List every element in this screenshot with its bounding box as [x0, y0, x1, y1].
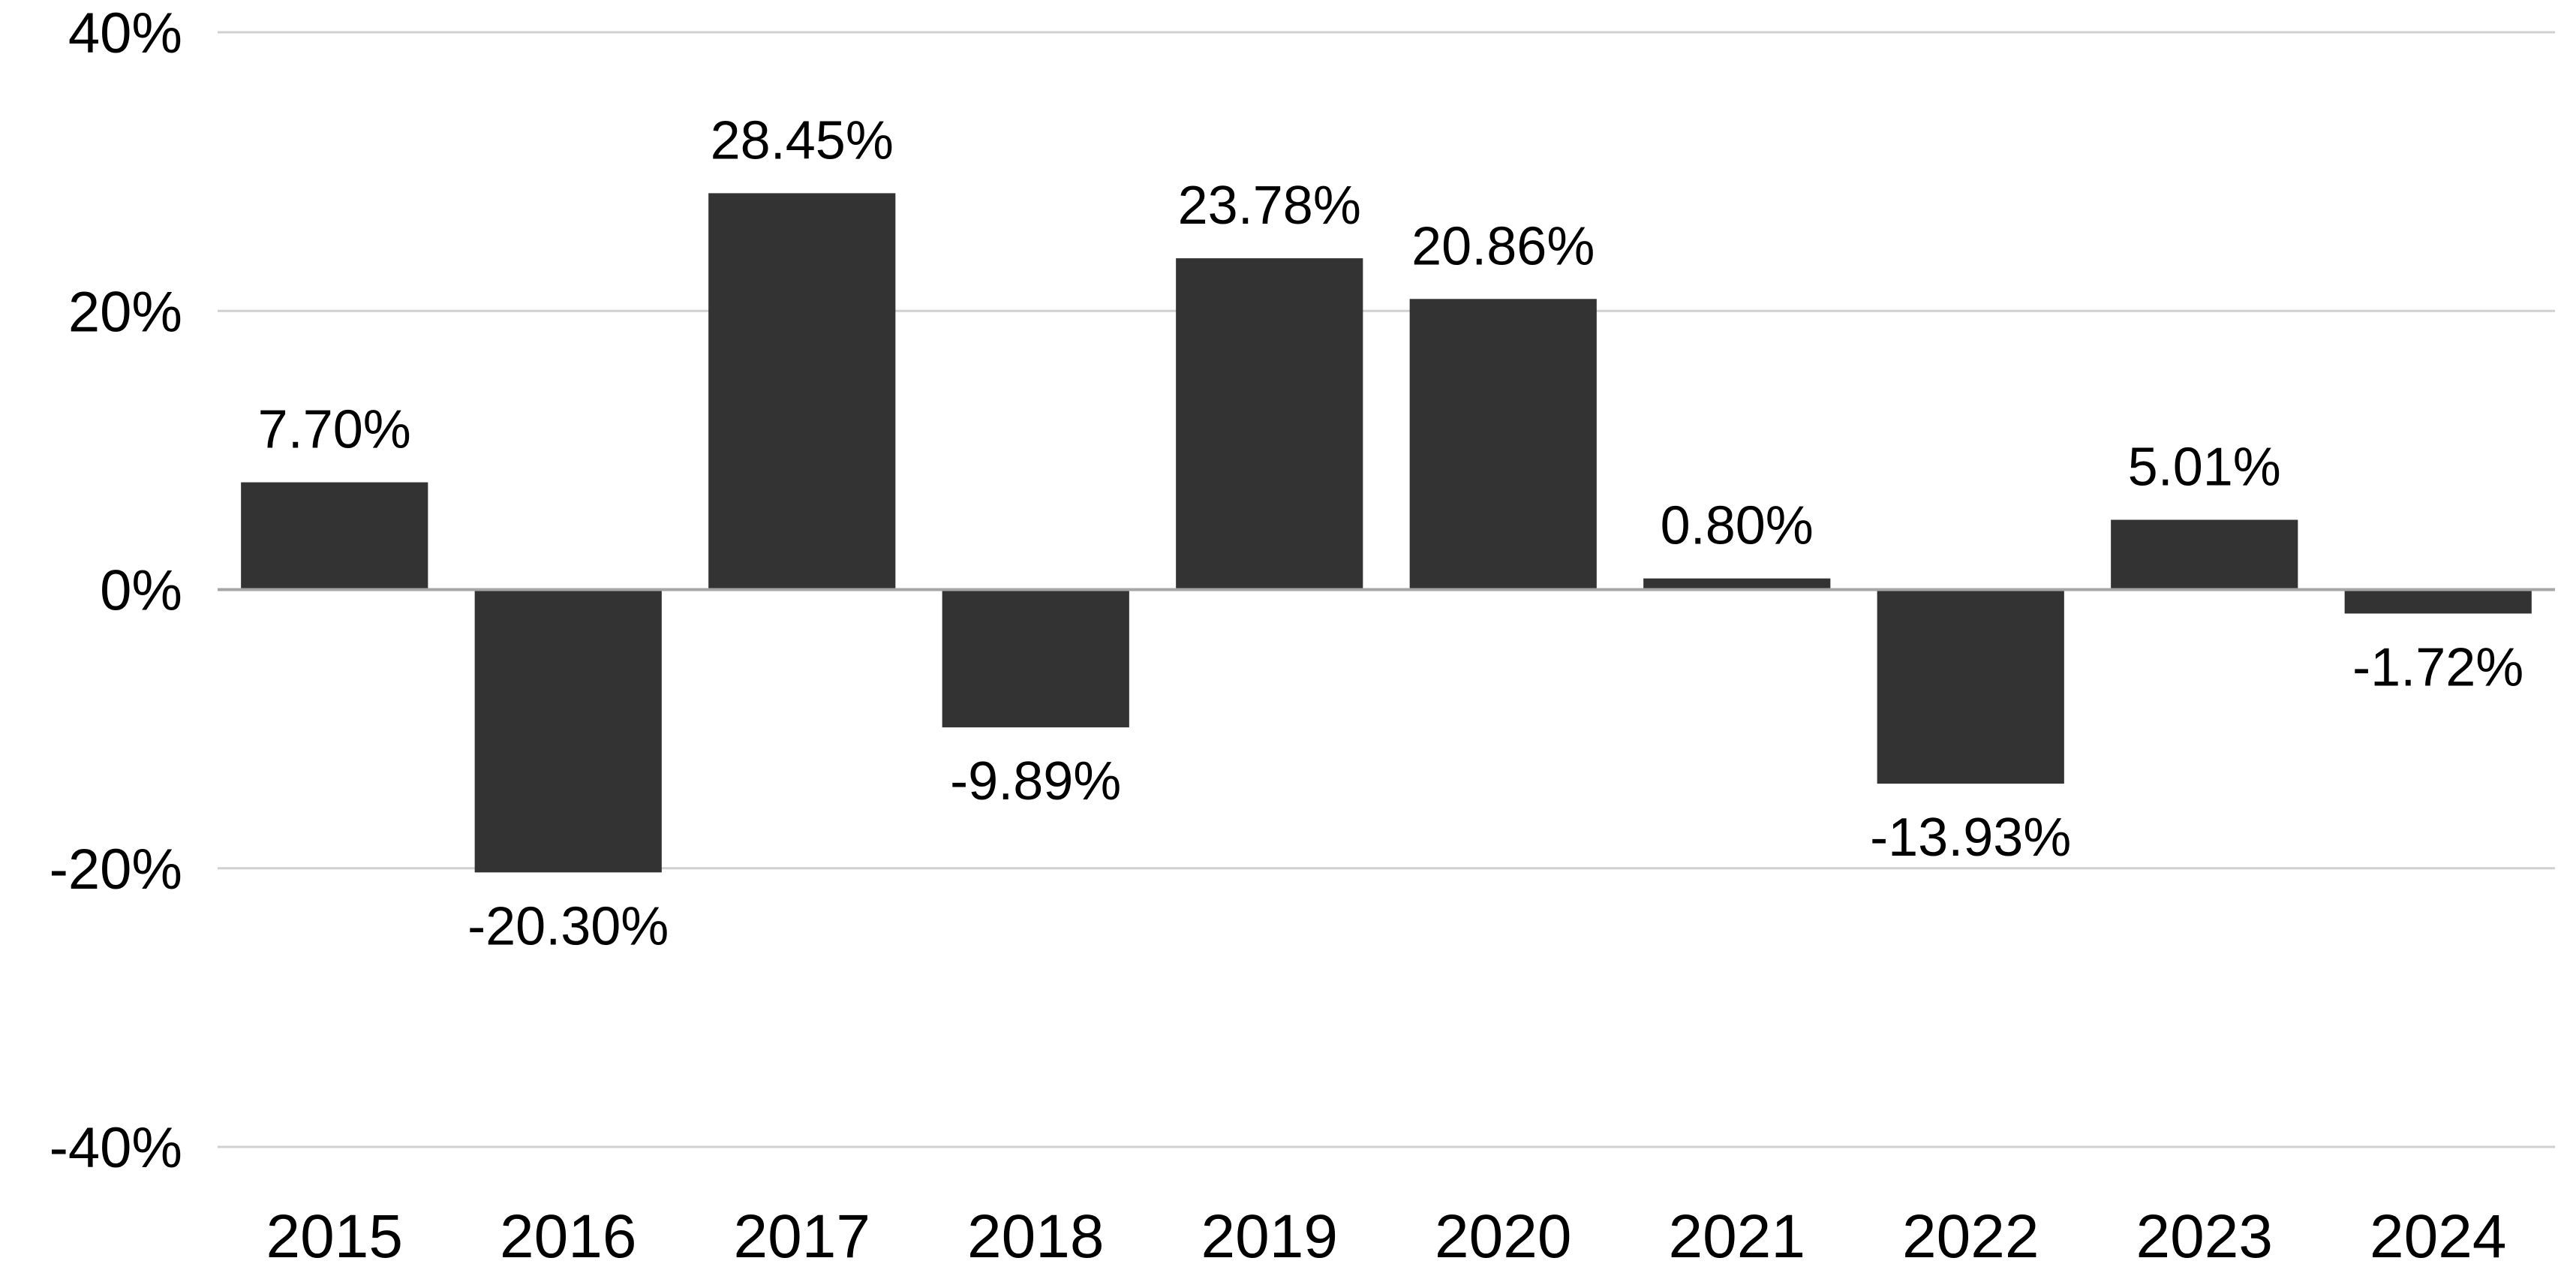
y-tick-label: -40%	[50, 1116, 182, 1180]
data-label-2020: 20.86%	[1411, 216, 1595, 276]
data-label-2022: -13.93%	[1870, 808, 2071, 868]
data-label-2021: 0.80%	[1661, 496, 1814, 556]
data-label-2019: 23.78%	[1178, 176, 1361, 236]
category-label-2021: 2021	[1669, 1202, 1805, 1270]
bar-2022	[1877, 589, 2064, 784]
bar-2023	[2111, 519, 2298, 590]
bar-2015	[241, 482, 428, 590]
bar-2017	[708, 193, 896, 590]
bars	[241, 193, 2532, 873]
y-axis-tick-labels: 40% 20% 0% -20% -40%	[50, 2, 182, 1180]
category-label-2016: 2016	[500, 1202, 636, 1270]
data-label-2016: -20.30%	[467, 896, 669, 956]
bar-2020	[1409, 299, 1597, 590]
y-tick-label: 20%	[68, 280, 182, 344]
y-tick-label: -20%	[50, 838, 182, 901]
category-label-2022: 2022	[1902, 1202, 2039, 1270]
category-label-2024: 2024	[2370, 1202, 2506, 1270]
data-label-2015: 7.70%	[258, 400, 411, 460]
category-label-2018: 2018	[967, 1202, 1104, 1270]
bar-2021	[1643, 578, 1831, 590]
data-label-2018: -9.89%	[950, 751, 1121, 811]
category-label-2019: 2019	[1201, 1202, 1338, 1270]
bar-2018	[942, 589, 1129, 728]
bar-2016	[474, 589, 662, 873]
category-label-2017: 2017	[734, 1202, 870, 1270]
bar-2019	[1176, 258, 1363, 590]
x-axis-category-labels: 2015 2016 2017 2018 2019 2020 2021 2022 2023 2024	[266, 1202, 2507, 1270]
data-labels: 7.70% -20.30% 28.45% -9.89% 23.78% 20.86% 0.80…	[258, 110, 2524, 956]
category-label-2023: 2023	[2136, 1202, 2273, 1270]
category-label-2015: 2015	[266, 1202, 403, 1270]
data-label-2024: -1.72%	[2352, 637, 2523, 697]
data-label-2017: 28.45%	[711, 110, 894, 170]
y-tick-label: 0%	[100, 559, 182, 623]
category-label-2020: 2020	[1435, 1202, 1571, 1270]
y-tick-label: 40%	[68, 2, 182, 65]
data-label-2023: 5.01%	[2128, 438, 2281, 498]
bar-2024	[2344, 589, 2532, 614]
